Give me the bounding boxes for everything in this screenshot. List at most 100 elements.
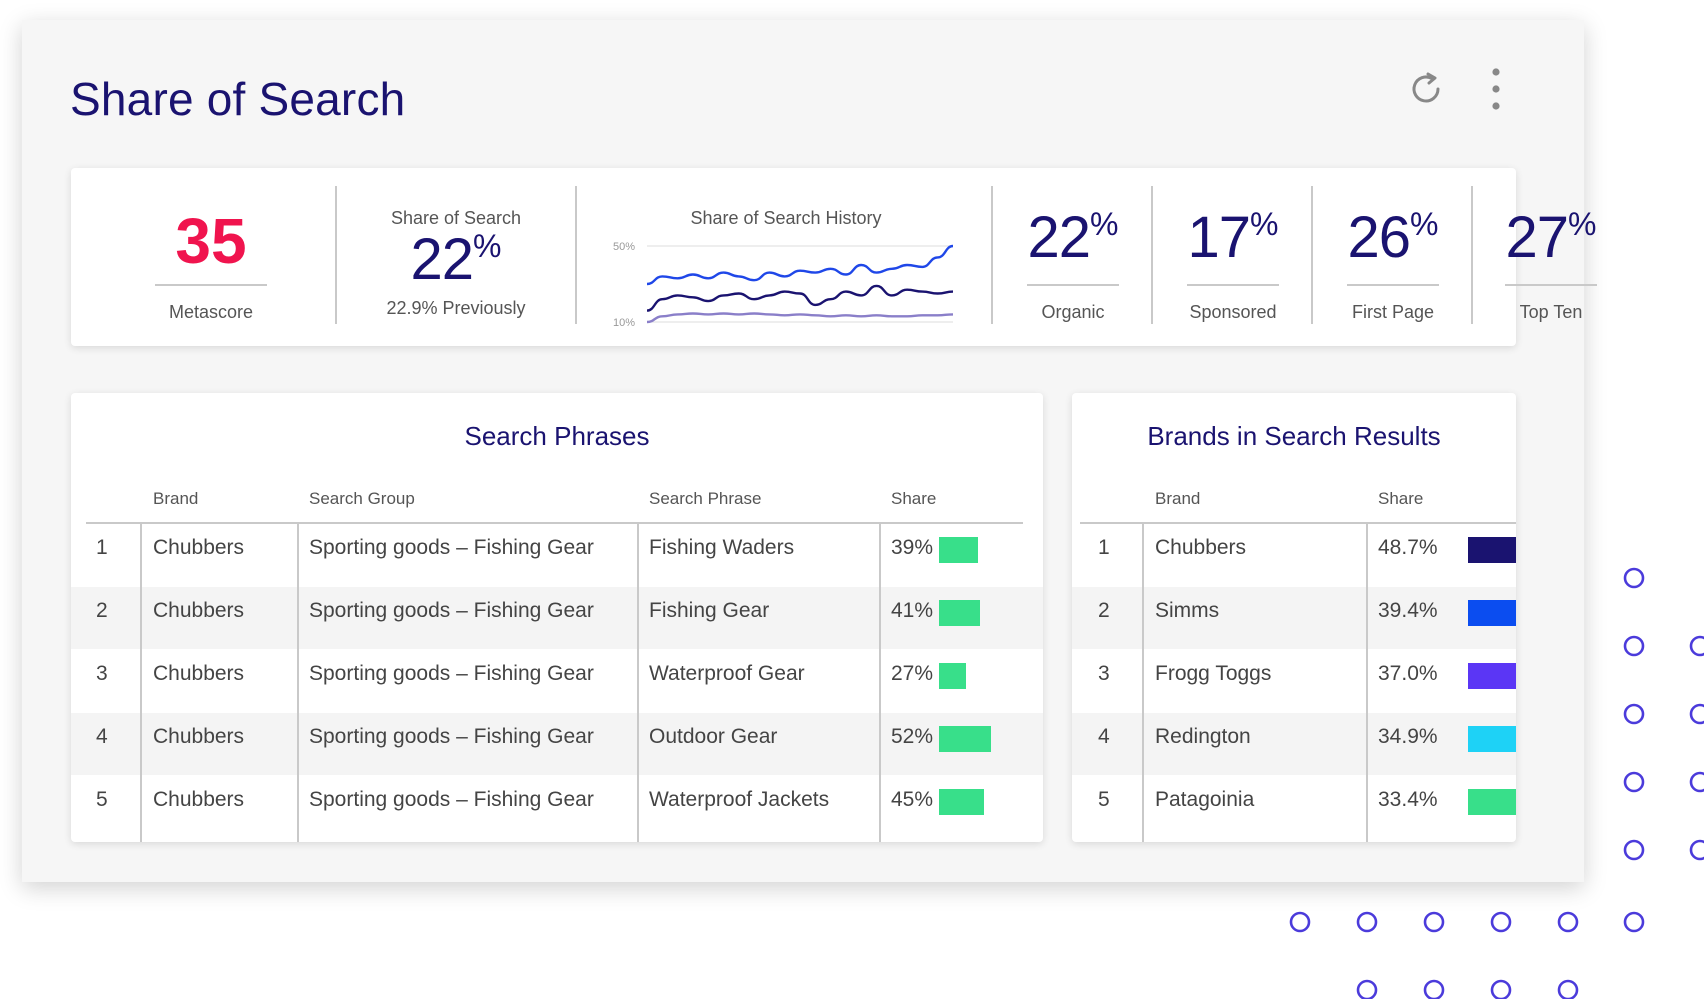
share-cell: 37.0%	[1378, 662, 1438, 685]
share-cell: 34.9%	[1378, 725, 1438, 748]
decor-dot	[1623, 839, 1645, 861]
top-ten-label: Top Ten	[1519, 302, 1583, 322]
share-cell: 39%	[891, 536, 934, 559]
table-row[interactable]: 5 Patagoinia 33.4%	[1072, 776, 1516, 838]
first-page-underline	[1347, 284, 1439, 286]
table-row[interactable]: 5 Chubbers Sporting goods – Fishing Gear Wa…	[71, 776, 1043, 838]
decor-dot	[1557, 911, 1579, 933]
column-header-brand[interactable]: Brand	[153, 489, 199, 508]
kpi-divider	[1311, 186, 1313, 324]
sponsored-underline	[1187, 284, 1279, 286]
column-header-brand[interactable]: Brand	[1155, 489, 1201, 508]
brand-cell: Frogg Toggs	[1155, 662, 1272, 685]
table-row[interactable]: 4 Chubbers Sporting goods – Fishing Gear Ou…	[71, 713, 1043, 775]
column-divider	[637, 524, 639, 842]
share-of-search-kpi: Share of Search 22% 22.9% Previously	[343, 186, 569, 324]
rank-cell: 3	[1098, 662, 1110, 685]
share-cell: 48.7%	[1378, 536, 1438, 559]
share-cell: 52%	[891, 725, 934, 748]
table-row[interactable]: 4 Redington 34.9%	[1072, 713, 1516, 775]
rank-cell: 1	[96, 536, 108, 559]
header-divider	[1080, 522, 1516, 524]
brand-cell: Chubbers	[153, 788, 245, 811]
share-bar	[939, 537, 978, 563]
sponsored-kpi: 17% Sponsored	[1155, 186, 1311, 324]
table-row[interactable]: 1 Chubbers 48.7%	[1072, 524, 1516, 586]
share-bar	[1468, 600, 1516, 626]
decor-dot	[1623, 635, 1645, 657]
rank-cell: 2	[1098, 599, 1110, 622]
share-bar	[1468, 726, 1516, 752]
decor-dot	[1623, 567, 1645, 589]
share-bar	[939, 600, 980, 626]
brand-cell: Chubbers	[153, 599, 245, 622]
organic-kpi: 22% Organic	[995, 186, 1151, 324]
decor-dot	[1689, 771, 1704, 793]
decor-dot	[1689, 635, 1704, 657]
table-row[interactable]: 2 Simms 39.4%	[1072, 587, 1516, 649]
y-tick-label: 50%	[613, 241, 635, 253]
share-bar	[939, 789, 984, 815]
column-header-search-phrase[interactable]: Search Phrase	[649, 489, 762, 508]
column-divider	[879, 524, 881, 842]
rank-cell: 4	[96, 725, 108, 748]
rank-cell: 5	[1098, 788, 1110, 811]
brand-cell: Chubbers	[153, 662, 245, 685]
table-row[interactable]: 2 Chubbers Sporting goods – Fishing Gear Fi…	[71, 587, 1043, 649]
organic-value: 22%	[1027, 205, 1119, 270]
brand-cell: Chubbers	[153, 536, 245, 559]
share-of-search-value: 22%	[410, 227, 502, 292]
table-row[interactable]: 1 Chubbers Sporting goods – Fishing Gear Fi…	[71, 524, 1043, 586]
share-bar	[939, 663, 966, 689]
share-of-search-card: Share of Search 35 M	[22, 20, 1597, 882]
kpi-divider	[1471, 186, 1473, 324]
column-header-share[interactable]: Share	[1378, 489, 1424, 508]
y-tick-label: 10%	[613, 317, 635, 329]
metascore-underline	[155, 284, 267, 286]
refresh-button[interactable]	[1404, 64, 1448, 114]
brands-title: Brands in Search Results	[1147, 421, 1441, 451]
share-of-search-label: Share of Search	[390, 208, 522, 228]
search-phrase-cell: Outdoor Gear	[649, 725, 778, 748]
table-row[interactable]: 3 Frogg Toggs 37.0%	[1072, 650, 1516, 712]
decor-dot	[1623, 703, 1645, 725]
history-chart-title: Share of Search History	[690, 208, 882, 228]
more-options-button[interactable]	[1474, 64, 1518, 114]
search-phrase-cell: Fishing Gear	[649, 599, 770, 622]
brand-cell: Simms	[1155, 599, 1220, 622]
first-page-value: 26%	[1347, 205, 1439, 270]
rank-cell: 1	[1098, 536, 1110, 559]
kpi-divider	[991, 186, 993, 324]
share-cell: 39.4%	[1378, 599, 1438, 622]
decor-dot	[1490, 911, 1512, 933]
history-series-line-3	[646, 312, 954, 324]
rank-cell: 4	[1098, 725, 1110, 748]
share-bar	[1468, 537, 1516, 563]
decor-dot	[1689, 703, 1704, 725]
share-cell: 27%	[891, 662, 934, 685]
organic-underline	[1027, 284, 1119, 286]
column-divider	[140, 524, 142, 842]
table-row[interactable]: 3 Chubbers Sporting goods – Fishing Gear Wa…	[71, 650, 1043, 712]
column-divider	[297, 524, 299, 842]
rank-cell: 3	[96, 662, 108, 685]
column-header-share[interactable]: Share	[891, 489, 937, 508]
brand-cell: Patagoinia	[1155, 788, 1255, 811]
brand-cell: Chubbers	[153, 725, 245, 748]
metascore-kpi: 35 Metascore	[113, 186, 309, 324]
organic-label: Organic	[1041, 302, 1105, 322]
decor-dot	[1689, 839, 1704, 861]
rank-cell: 2	[96, 599, 108, 622]
search-phrase-cell: Fishing Waders	[649, 536, 795, 559]
decor-dot	[1623, 771, 1645, 793]
column-header-search-group[interactable]: Search Group	[309, 489, 415, 508]
decor-dot	[1289, 911, 1311, 933]
share-bar	[1468, 663, 1516, 689]
decor-dot	[1356, 911, 1378, 933]
kpi-divider	[575, 186, 577, 324]
share-of-search-previous: 22.9% Previously	[386, 298, 526, 318]
search-group-cell: Sporting goods – Fishing Gear	[309, 662, 594, 685]
header-divider	[86, 522, 1023, 524]
sponsored-label: Sponsored	[1189, 302, 1277, 322]
top-ten-kpi: 27% Top Ten	[1473, 186, 1629, 324]
